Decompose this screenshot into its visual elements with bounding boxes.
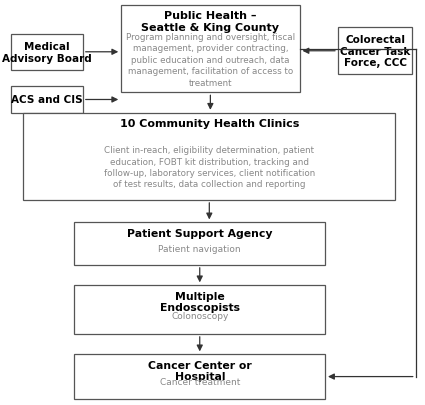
Text: Cancer treatment: Cancer treatment — [159, 377, 240, 386]
Text: Colonoscopy: Colonoscopy — [171, 311, 229, 320]
Text: 10 Community Health Clinics: 10 Community Health Clinics — [119, 119, 299, 129]
FancyBboxPatch shape — [74, 223, 325, 265]
Text: Patient navigation: Patient navigation — [159, 245, 241, 254]
Text: Cancer Center or
Hospital: Cancer Center or Hospital — [148, 360, 252, 381]
Text: ACS and CIS: ACS and CIS — [11, 95, 82, 105]
Text: Medical
Advisory Board: Medical Advisory Board — [2, 42, 92, 64]
FancyBboxPatch shape — [11, 34, 83, 71]
FancyBboxPatch shape — [23, 113, 395, 200]
FancyBboxPatch shape — [11, 87, 83, 113]
FancyBboxPatch shape — [121, 6, 300, 93]
Text: Program planning and oversight, fiscal
management, provider contracting,
public : Program planning and oversight, fiscal m… — [126, 33, 295, 87]
Text: Client in-reach, eligibility determination, patient
education, FOBT kit distribu: Client in-reach, eligibility determinati… — [104, 146, 315, 189]
FancyBboxPatch shape — [74, 354, 325, 399]
FancyBboxPatch shape — [74, 286, 325, 334]
Text: Colorectal
Cancer Task
Force, CCC: Colorectal Cancer Task Force, CCC — [340, 35, 410, 68]
Text: Public Health –
Seattle & King County: Public Health – Seattle & King County — [142, 11, 279, 33]
Text: Multiple
Endoscopists: Multiple Endoscopists — [160, 291, 240, 312]
FancyBboxPatch shape — [338, 28, 412, 75]
Text: Patient Support Agency: Patient Support Agency — [127, 228, 272, 238]
